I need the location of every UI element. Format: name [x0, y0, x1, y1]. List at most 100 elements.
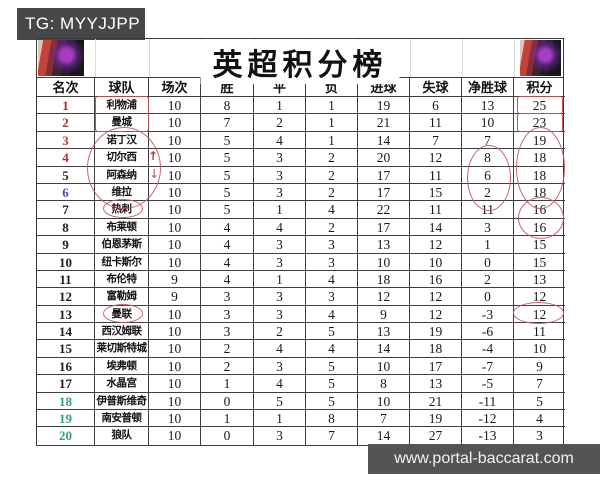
team-cell: 南安普顿 — [95, 410, 149, 428]
d-cell: 3 — [254, 149, 306, 167]
gf-cell: 17 — [358, 183, 410, 202]
w-cell: 5 — [201, 166, 254, 184]
w-cell: 5 — [201, 201, 254, 219]
ga-cell: 10 — [410, 253, 462, 271]
p-cell: 10 — [149, 166, 201, 184]
ga-cell: 19 — [410, 410, 462, 428]
gd-cell: 0 — [462, 253, 514, 271]
team-cell: 热刺 — [95, 201, 149, 219]
gd-cell: -13 — [462, 427, 514, 445]
l-cell: 2 — [306, 183, 358, 202]
gd-cell: -12 — [462, 410, 514, 428]
team-cell: 伊普斯维奇 — [95, 392, 149, 411]
gd-cell: -4 — [462, 340, 514, 358]
p-cell: 10 — [149, 97, 201, 115]
w-cell: 1 — [201, 410, 254, 428]
w-cell: 7 — [201, 114, 254, 132]
header-rank: 名次 — [37, 78, 95, 97]
gf-cell: 13 — [358, 236, 410, 254]
team-cell: 曼联 — [95, 305, 149, 324]
rank-cell: 11 — [37, 270, 95, 289]
team-cell: 诺丁汉 — [95, 131, 149, 150]
gd-cell: -6 — [462, 323, 514, 341]
w-cell: 4 — [201, 253, 254, 271]
d-cell: 1 — [254, 270, 306, 289]
d-cell: 1 — [254, 410, 306, 428]
rank-cell: 15 — [37, 340, 95, 358]
d-cell: 3 — [254, 357, 306, 376]
rank-cell: 10 — [37, 253, 95, 271]
team-cell: 西汉姆联 — [95, 323, 149, 341]
ga-cell: 12 — [410, 288, 462, 306]
p-cell: 10 — [149, 253, 201, 271]
standings-grid: 名次 球队 场次胜平负进球 失球 净胜球 积分 1 利物浦 10 8 1 1 19 6 13 25 2 曼城 10 7… — [36, 77, 565, 446]
pts-cell: 9 — [514, 358, 565, 376]
pts-cell: 7 — [514, 375, 565, 393]
w-cell: 0 — [201, 392, 254, 411]
rank-cell: 13 — [37, 305, 95, 324]
ga-cell: 15 — [410, 183, 462, 202]
gf-cell: 14 — [358, 131, 410, 150]
team-cell: 狼队 — [95, 427, 149, 445]
ga-cell: 27 — [410, 427, 462, 445]
team-cell: 布伦特 — [95, 270, 149, 289]
gf-cell: 10 — [358, 253, 410, 271]
p-cell: 10 — [149, 323, 201, 341]
footballer-photo-right — [520, 40, 561, 76]
p-cell: 10 — [149, 410, 201, 428]
w-cell: 3 — [201, 288, 254, 306]
header-ga: 失球 — [410, 78, 462, 97]
team-cell: 水晶宫 — [95, 375, 149, 393]
pts-cell: 13 — [514, 271, 565, 289]
gf-cell: 13 — [358, 323, 410, 341]
d-cell: 5 — [254, 392, 306, 411]
ga-cell: 11 — [410, 201, 462, 219]
pts-cell: 18 — [514, 184, 565, 202]
w-cell: 0 — [201, 427, 254, 445]
l-cell: 2 — [306, 149, 358, 167]
gf-cell: 14 — [358, 340, 410, 358]
watermark-url: www.portal-baccarat.com — [368, 444, 600, 474]
d-cell: 2 — [254, 323, 306, 341]
pts-cell: 15 — [514, 254, 565, 271]
pts-cell: 12 — [514, 288, 565, 306]
l-cell: 3 — [306, 288, 358, 306]
rank-cell: 16 — [37, 357, 95, 376]
pts-cell: 18 — [514, 167, 565, 184]
gd-cell: 11 — [462, 201, 514, 219]
pts-cell: 11 — [514, 323, 565, 341]
gd-cell: 2 — [462, 270, 514, 289]
footballer-photo-left — [38, 40, 84, 76]
p-cell: 9 — [149, 288, 201, 306]
team-cell: 埃弗顿 — [95, 357, 149, 376]
w-cell: 5 — [201, 149, 254, 167]
gf-cell: 20 — [358, 149, 410, 167]
rank-cell: 12 — [37, 288, 95, 306]
rank-cell: 9 — [37, 236, 95, 254]
d-cell: 4 — [254, 131, 306, 150]
gd-cell: 0 — [462, 288, 514, 306]
header-pts: 积分 — [514, 78, 565, 97]
d-cell: 3 — [254, 288, 306, 306]
l-cell: 1 — [306, 114, 358, 132]
ga-cell: 14 — [410, 218, 462, 237]
rank-cell: 1 — [37, 97, 95, 115]
team-cell: 纽卡斯尔 — [95, 253, 149, 271]
p-cell: 10 — [149, 114, 201, 132]
ga-cell: 7 — [410, 131, 462, 150]
pts-cell: 19 — [514, 132, 565, 150]
d-cell: 3 — [254, 305, 306, 324]
l-cell: 4 — [306, 340, 358, 358]
pts-cell: 18 — [514, 149, 565, 167]
gf-cell: 21 — [358, 114, 410, 132]
rank-cell: 18 — [37, 392, 95, 411]
p-cell: 10 — [149, 236, 201, 254]
pts-cell: 25 — [514, 97, 565, 115]
gd-cell: 7 — [462, 131, 514, 150]
l-cell: 4 — [306, 201, 358, 219]
ga-cell: 21 — [410, 392, 462, 411]
gf-cell: 7 — [358, 410, 410, 428]
l-cell: 5 — [306, 323, 358, 341]
gf-cell: 10 — [358, 392, 410, 411]
